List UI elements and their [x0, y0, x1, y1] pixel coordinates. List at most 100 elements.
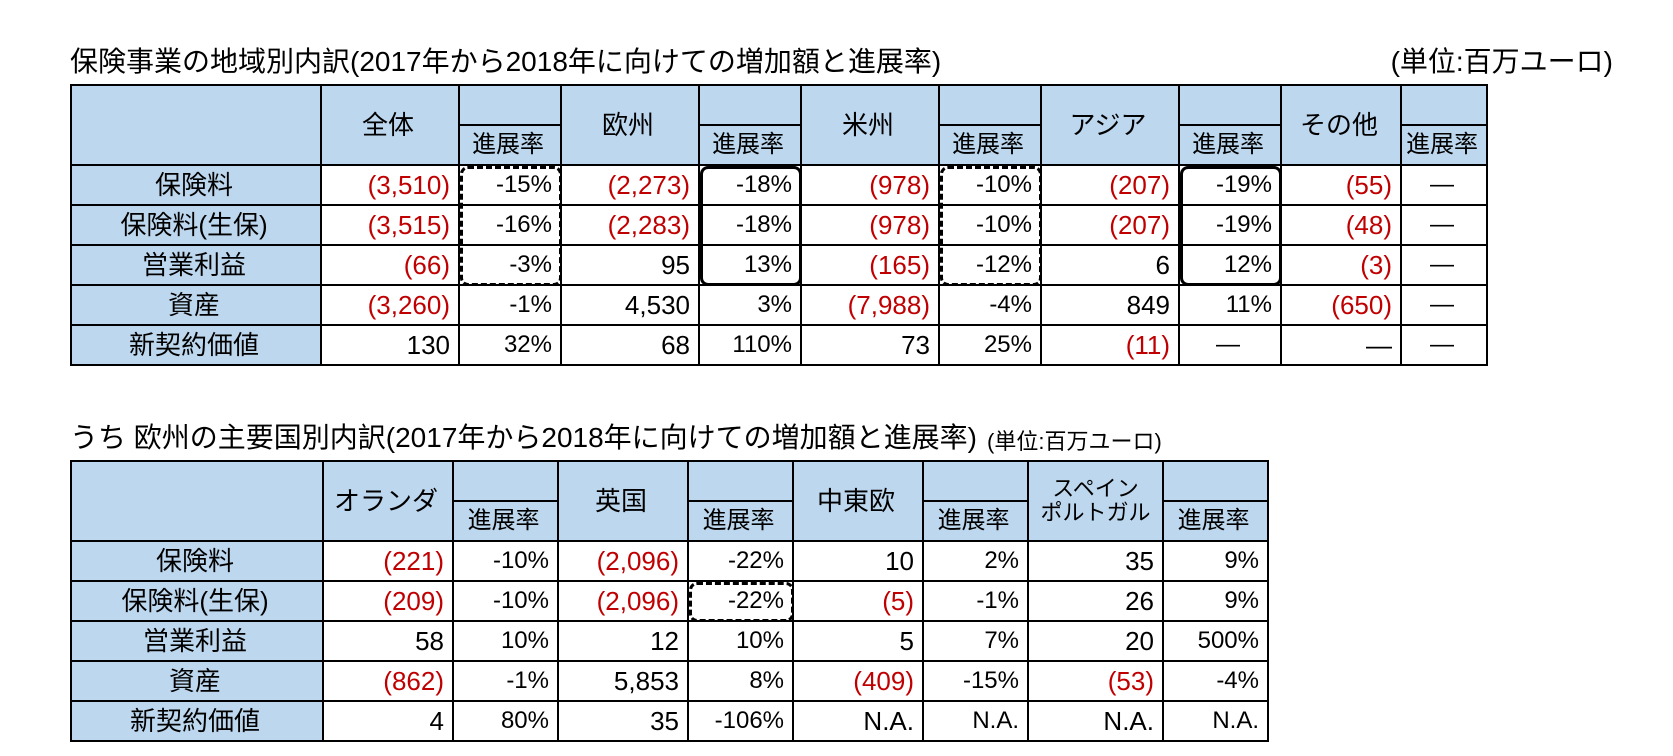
tbl1-r1-c1-val: (2,283) — [561, 205, 699, 245]
tbl1-r3-c1-val: 4,530 — [561, 285, 699, 325]
tbl2-r3-c3-rate: -4% — [1163, 661, 1268, 701]
tbl1-rowlabel-2: 営業利益 — [71, 245, 321, 285]
tbl2-row-3: 資産(862)-1%5,8538%(409)-15%(53)-4% — [71, 661, 1268, 701]
tbl2-r1-c3-val: 26 — [1028, 581, 1163, 621]
tbl1-r2-c3-rate: 12% — [1179, 245, 1281, 285]
table2-header-row1: オランダ 英国 中東欧 スペイン ポルトガル — [71, 461, 1268, 501]
tbl2-r2-c2-val: 5 — [793, 621, 923, 661]
table1-col-3-v: アジア — [1041, 85, 1179, 165]
tbl2-r0-c0-val: (221) — [323, 541, 453, 581]
tbl2-r1-c2-val: (5) — [793, 581, 923, 621]
table1-title: 保険事業の地域別内訳(2017年から2018年に向けての増加額と進展率) — [70, 40, 941, 80]
tbl2-r2-c1-rate: 10% — [688, 621, 793, 661]
tbl2-r4-c1-rate: -106% — [688, 701, 793, 741]
tbl1-row-3: 資産(3,260)-1%4,5303%(7,988)-4%84911%(650)… — [71, 285, 1487, 325]
tbl2-r2-c1-val: 12 — [558, 621, 688, 661]
tbl1-r0-c3-rate: -19% — [1179, 165, 1281, 205]
tbl2-r3-c0-val: (862) — [323, 661, 453, 701]
tbl2-r4-c3-rate: N.A. — [1163, 701, 1268, 741]
tbl2-rowlabel-1: 保険料(生保) — [71, 581, 323, 621]
table1: 全体 欧州 米州 アジア その他 進展率 進展率 進展率 進展率 進展率 保険料… — [70, 84, 1488, 366]
table1-header-row1: 全体 欧州 米州 アジア その他 — [71, 85, 1487, 125]
table1-title-row: 保険事業の地域別内訳(2017年から2018年に向けての増加額と進展率) (単位… — [70, 40, 1613, 80]
tbl1-r3-c3-rate: 11% — [1179, 285, 1281, 325]
tbl1-r3-c1-rate: 3% — [699, 285, 801, 325]
tbl2-r1-c0-val: (209) — [323, 581, 453, 621]
tbl1-r2-c2-rate: -12% — [939, 245, 1041, 285]
tbl2-r2-c0-val: 58 — [323, 621, 453, 661]
tbl1-r4-c2-val: 73 — [801, 325, 939, 365]
tbl1-r3-c0-rate: -1% — [459, 285, 561, 325]
table1-col-0-r-top — [459, 85, 561, 125]
tbl2-r1-c1-rate: -22% — [688, 581, 793, 621]
table2-col-0-v: オランダ — [323, 461, 453, 541]
table1-corner — [71, 85, 321, 165]
table2-col-3-l2: ポルトガル — [1040, 500, 1150, 525]
tbl1-r1-c4-rate: ― — [1401, 205, 1487, 245]
tbl1-r3-c2-rate: -4% — [939, 285, 1041, 325]
tbl1-row-0: 保険料(3,510)-15%(2,273)-18%(978)-10%(207)-… — [71, 165, 1487, 205]
tbl1-r0-c4-rate: ― — [1401, 165, 1487, 205]
table2-col-1-r: 進展率 — [688, 501, 793, 541]
tbl1-r0-c1-rate: -18% — [699, 165, 801, 205]
table2-col-1-r-top — [688, 461, 793, 501]
table2-col-3-l1: スペイン — [1052, 476, 1138, 501]
table1-col-2-r: 進展率 — [939, 125, 1041, 165]
table2-col-2-r-top — [923, 461, 1028, 501]
table2-col-0-r: 進展率 — [453, 501, 558, 541]
table2-col-2-v: 中東欧 — [793, 461, 923, 541]
tbl2-r2-c2-rate: 7% — [923, 621, 1028, 661]
tbl2-r0-c0-rate: -10% — [453, 541, 558, 581]
tbl2-row-0: 保険料(221)-10%(2,096)-22%102%359% — [71, 541, 1268, 581]
tbl1-r1-c0-val: (3,515) — [321, 205, 459, 245]
table2-col-3-r: 進展率 — [1163, 501, 1268, 541]
tbl1-r4-c4-val: ― — [1281, 325, 1401, 365]
tbl1-r4-c1-val: 68 — [561, 325, 699, 365]
tbl1-r3-c3-val: 849 — [1041, 285, 1179, 325]
table2-col-2-l1: 中東欧 — [817, 486, 895, 516]
tbl1-r1-c4-val: (48) — [1281, 205, 1401, 245]
tbl1-r1-c2-val: (978) — [801, 205, 939, 245]
tbl2-r3-c0-rate: -1% — [453, 661, 558, 701]
tbl2-r3-c2-val: (409) — [793, 661, 923, 701]
tbl2-r1-c1-val: (2,096) — [558, 581, 688, 621]
tbl1-rowlabel-3: 資産 — [71, 285, 321, 325]
tbl1-row-4: 新契約価値13032%68110%7325%(11)――― — [71, 325, 1487, 365]
tbl1-r1-c2-rate: -10% — [939, 205, 1041, 245]
tbl1-r3-c2-val: (7,988) — [801, 285, 939, 325]
table2-col-3-r-top — [1163, 461, 1268, 501]
tbl1-row-1: 保険料(生保)(3,515)-16%(2,283)-18%(978)-10%(2… — [71, 205, 1487, 245]
tbl1-r3-c4-val: (650) — [1281, 285, 1401, 325]
tbl2-r3-c2-rate: -15% — [923, 661, 1028, 701]
tbl1-r4-c4-rate: ― — [1401, 325, 1487, 365]
table1-col-0-v: 全体 — [321, 85, 459, 165]
tbl1-r0-c0-val: (3,510) — [321, 165, 459, 205]
tbl2-r0-c2-val: 10 — [793, 541, 923, 581]
tbl2-r0-c3-val: 35 — [1028, 541, 1163, 581]
tbl1-r1-c3-val: (207) — [1041, 205, 1179, 245]
table1-col-2-v: 米州 — [801, 85, 939, 165]
table2: オランダ 英国 中東欧 スペイン ポルトガル 進展率 進展率 — [70, 460, 1269, 742]
table1-col-1-r-top — [699, 85, 801, 125]
tbl2-r2-c3-rate: 500% — [1163, 621, 1268, 661]
tbl2-r2-c0-rate: 10% — [453, 621, 558, 661]
table2-corner — [71, 461, 323, 541]
table2-col-0-l1: オランダ — [334, 486, 438, 516]
tbl2-r4-c0-val: 4 — [323, 701, 453, 741]
tbl2-r4-c1-val: 35 — [558, 701, 688, 741]
tbl2-r4-c2-val: N.A. — [793, 701, 923, 741]
table1-col-4-r-top — [1401, 85, 1487, 125]
tbl2-row-2: 営業利益5810%1210%57%20500% — [71, 621, 1268, 661]
tbl2-r3-c1-val: 5,853 — [558, 661, 688, 701]
table1-col-4-v: その他 — [1281, 85, 1401, 165]
tbl2-r4-c2-rate: N.A. — [923, 701, 1028, 741]
tbl1-r2-c1-rate: 13% — [699, 245, 801, 285]
tbl1-r0-c1-val: (2,273) — [561, 165, 699, 205]
table1-col-2-r-top — [939, 85, 1041, 125]
tbl1-r2-c0-rate: -3% — [459, 245, 561, 285]
tbl2-row-1: 保険料(生保)(209)-10%(2,096)-22%(5)-1%269% — [71, 581, 1268, 621]
table2-col-2-r: 進展率 — [923, 501, 1028, 541]
table2-col-1-l1: 英国 — [595, 486, 647, 516]
tbl1-r1-c3-rate: -19% — [1179, 205, 1281, 245]
tbl1-r4-c3-rate: ― — [1179, 325, 1281, 365]
